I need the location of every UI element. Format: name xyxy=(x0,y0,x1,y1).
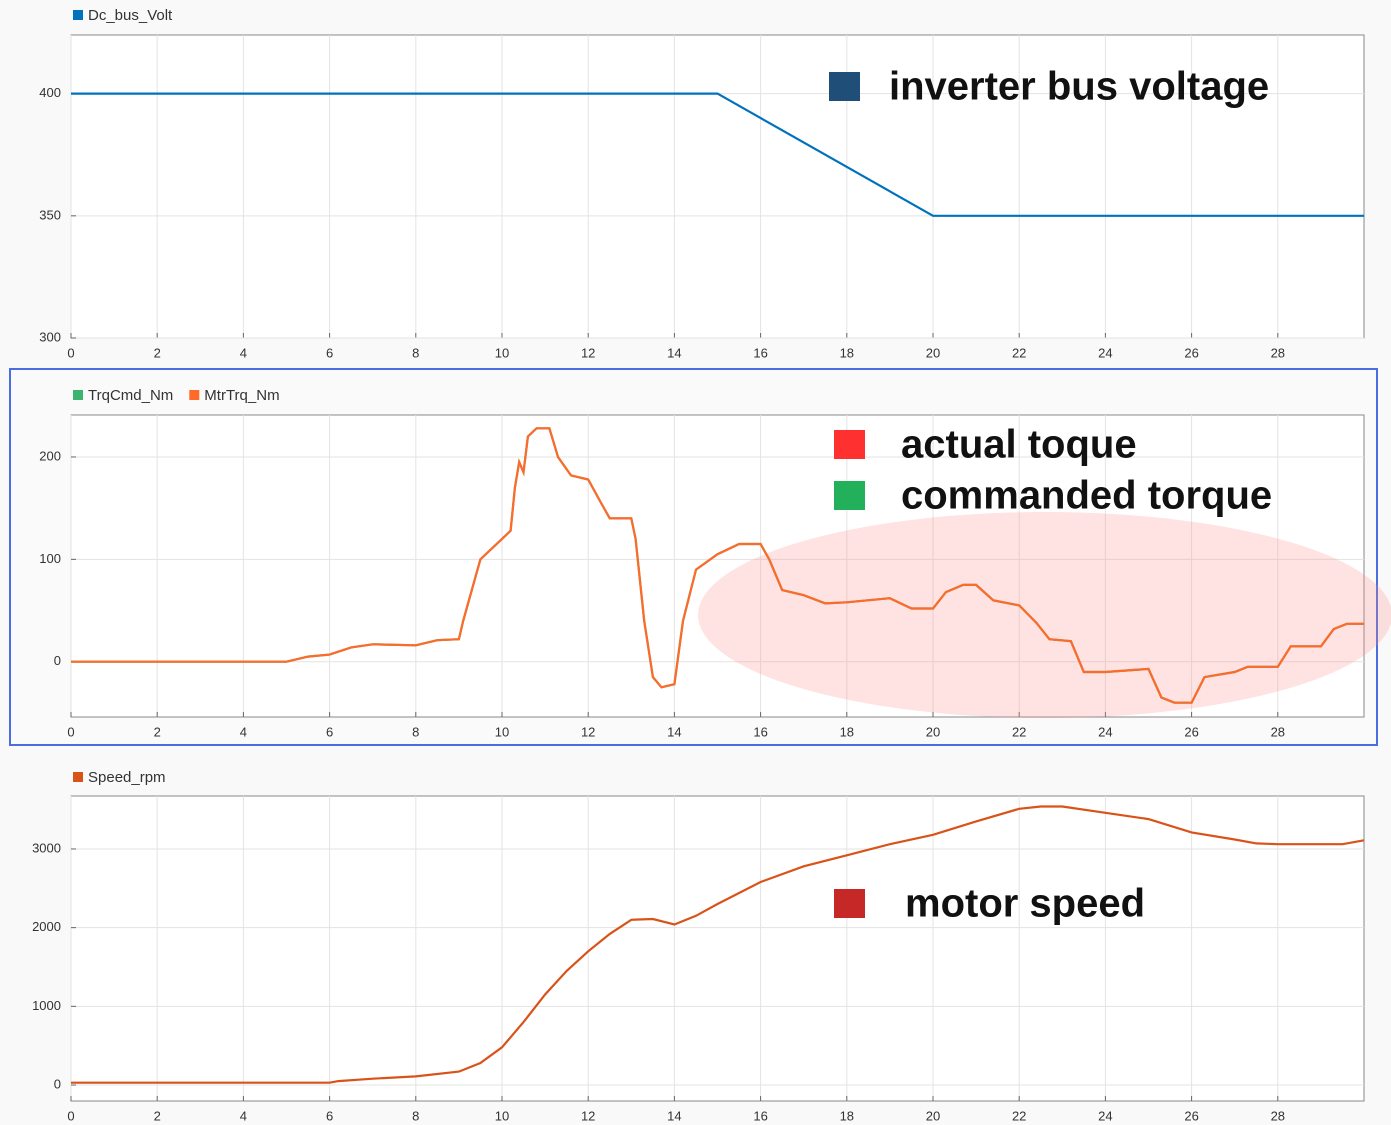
annotation-swatch xyxy=(834,430,865,459)
legend-label: Dc_bus_Volt xyxy=(88,7,173,24)
x-tick-label: 20 xyxy=(926,345,940,360)
legend-label: TrqCmd_Nm xyxy=(88,387,173,404)
y-tick-label: 100 xyxy=(39,551,61,566)
x-tick-label: 4 xyxy=(240,1108,247,1123)
x-tick-label: 26 xyxy=(1184,345,1198,360)
series-line xyxy=(71,427,1364,704)
x-tick-label: 10 xyxy=(495,345,509,360)
x-tick-label: 28 xyxy=(1271,345,1285,360)
x-tick-label: 6 xyxy=(326,345,333,360)
x-tick-label: 20 xyxy=(926,724,940,739)
plot-area xyxy=(70,414,1365,718)
x-tick-label: 20 xyxy=(926,1108,940,1123)
x-tick-label: 10 xyxy=(495,1108,509,1123)
x-tick-label: 24 xyxy=(1098,724,1112,739)
x-tick-label: 2 xyxy=(154,345,161,360)
annotation-text: actual toque xyxy=(901,423,1137,467)
y-tick-label: 300 xyxy=(39,329,61,344)
x-tick-label: 26 xyxy=(1184,724,1198,739)
x-tick-label: 28 xyxy=(1271,724,1285,739)
x-tick-label: 8 xyxy=(412,1108,419,1123)
x-tick-label: 8 xyxy=(412,345,419,360)
x-tick-label: 18 xyxy=(840,1108,854,1123)
x-tick-label: 22 xyxy=(1012,724,1026,739)
x-tick-label: 8 xyxy=(412,724,419,739)
y-tick-label: 200 xyxy=(39,448,61,463)
x-tick-label: 24 xyxy=(1098,1108,1112,1123)
legend-swatch xyxy=(73,10,83,20)
annotation-swatch xyxy=(834,889,865,918)
x-tick-label: 6 xyxy=(326,724,333,739)
y-tick-label: 0 xyxy=(54,653,61,668)
x-tick-label: 4 xyxy=(240,724,247,739)
legend-label: Speed_rpm xyxy=(88,769,166,786)
x-tick-label: 12 xyxy=(581,1108,595,1123)
charts: 0 2 4 6 8 10 12 14 16 18 20 22 24 26 28300350400Dc_bus… xyxy=(32,7,1391,1123)
series-line xyxy=(71,805,1365,1084)
annotation-text: motor speed xyxy=(905,882,1145,926)
x-tick-label: 12 xyxy=(581,724,595,739)
annotation-swatch xyxy=(829,72,860,101)
x-tick-label: 16 xyxy=(753,345,767,360)
legend-label: MtrTrq_Nm xyxy=(204,387,279,404)
x-tick-label: 0 xyxy=(67,724,74,739)
x-tick-label: 10 xyxy=(495,724,509,739)
x-tick-label: 2 xyxy=(154,1108,161,1123)
x-tick-label: 22 xyxy=(1012,1108,1026,1123)
x-tick-label: 22 xyxy=(1012,345,1026,360)
legend-swatch xyxy=(73,772,83,782)
x-tick-label: 0 xyxy=(67,345,74,360)
y-tick-label: 350 xyxy=(39,207,61,222)
annotation-text: commanded torque xyxy=(901,474,1272,518)
x-tick-label: 18 xyxy=(840,345,854,360)
plot-area xyxy=(70,795,1365,1102)
x-tick-label: 24 xyxy=(1098,345,1112,360)
y-tick-label: 3000 xyxy=(32,840,61,855)
x-tick-label: 14 xyxy=(667,345,681,360)
annotation-text: inverter bus voltage xyxy=(889,65,1269,109)
x-tick-label: 18 xyxy=(840,724,854,739)
x-tick-label: 28 xyxy=(1271,1108,1285,1123)
x-tick-label: 4 xyxy=(240,345,247,360)
y-tick-label: 1000 xyxy=(32,998,61,1013)
plot-area xyxy=(70,34,1365,339)
x-tick-label: 6 xyxy=(326,1108,333,1123)
highlight-ellipse xyxy=(698,512,1391,718)
x-tick-label: 0 xyxy=(67,1108,74,1123)
x-tick-label: 14 xyxy=(667,724,681,739)
x-tick-label: 12 xyxy=(581,345,595,360)
x-tick-label: 14 xyxy=(667,1108,681,1123)
x-tick-label: 2 xyxy=(154,724,161,739)
y-tick-label: 400 xyxy=(39,85,61,100)
series-line xyxy=(71,92,1364,217)
annotation-swatch xyxy=(834,481,865,510)
x-tick-label: 26 xyxy=(1184,1108,1198,1123)
legend-swatch xyxy=(73,390,83,400)
y-tick-label: 2000 xyxy=(32,919,61,934)
x-tick-label: 16 xyxy=(753,1108,767,1123)
x-tick-label: 16 xyxy=(753,724,767,739)
y-tick-label: 0 xyxy=(54,1076,61,1091)
legend-swatch xyxy=(189,390,200,400)
